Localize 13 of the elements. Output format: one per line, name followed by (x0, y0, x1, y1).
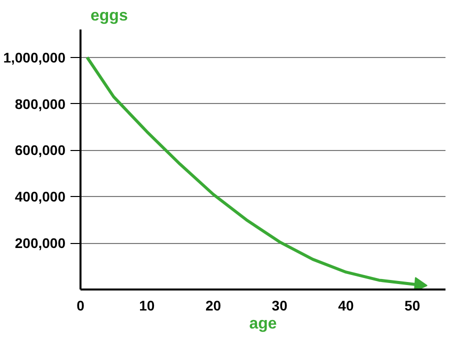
y-tick-label: 800,000 (14, 96, 66, 112)
y-tick-label: 600,000 (14, 142, 66, 158)
x-tick-label: 50 (404, 298, 420, 314)
x-tick-label: 30 (272, 298, 288, 314)
y-tick-label: 1,000,000 (3, 49, 66, 66)
y-tick-label: 400,000 (14, 188, 66, 205)
x-tick-label: 10 (139, 298, 155, 314)
x-tick-label: 20 (205, 298, 222, 314)
x-tick-label: 0 (76, 298, 85, 314)
x-tick-label: 40 (338, 298, 354, 314)
x-axis-title: age (249, 316, 277, 332)
y-axis-title: eggs (90, 8, 128, 24)
y-tick-label: 200,000 (14, 235, 66, 252)
